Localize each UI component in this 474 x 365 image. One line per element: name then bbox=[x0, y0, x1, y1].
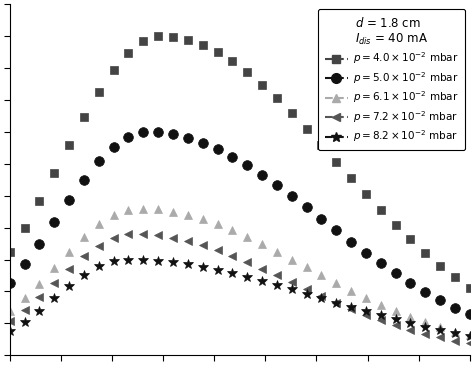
Legend: $p = 4.0 \times 10^{-2}$ mbar, $p = 5.0 \times 10^{-2}$ mbar, $p = 6.1 \times 10: $p = 4.0 \times 10^{-2}$ mbar, $p = 5.0 … bbox=[319, 9, 465, 150]
